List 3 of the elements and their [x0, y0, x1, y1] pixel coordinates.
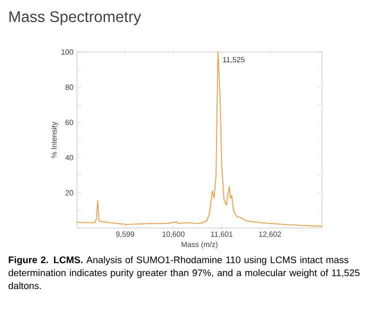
line-series [76, 52, 322, 227]
chart-title: Mass Spectrometry [9, 11, 142, 26]
text: Figure 2. LCMS. Analysis of SUMO1-Rhodamine 110 using LCMS intact mass determination indicates purity greater than 97%, and a molecular weight of 11,525 daltons. [8, 256, 360, 290]
